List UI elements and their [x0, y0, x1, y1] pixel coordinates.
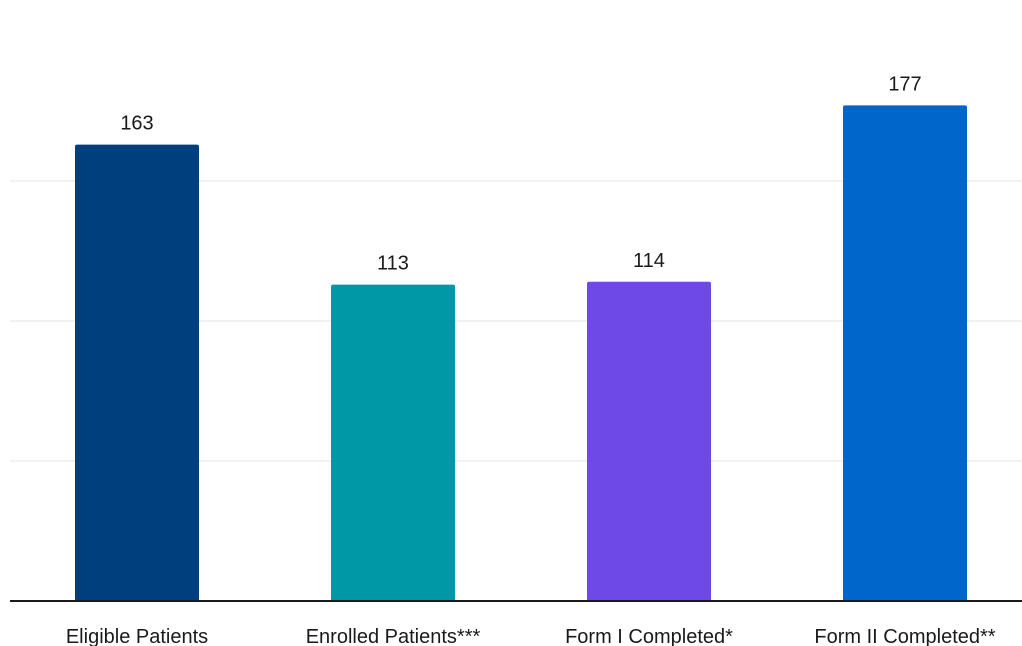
bars	[75, 105, 967, 602]
value-label-form-ii-completed: 177	[888, 73, 921, 95]
value-label-form-i-completed: 114	[633, 250, 665, 272]
category-labels: Eligible Patients Enrolled Patients*** For…	[66, 626, 996, 646]
category-label-enrolled-patients: Enrolled Patients***	[306, 626, 481, 646]
bar-eligible-patients	[75, 144, 199, 601]
value-label-eligible-patients: 163	[120, 113, 153, 135]
category-label-form-i-completed: Form I Completed*	[565, 626, 733, 646]
value-label-enrolled-patients: 113	[377, 253, 409, 275]
category-label-eligible-patients: Eligible Patients	[66, 626, 208, 646]
category-label-form-ii-completed: Form II Completed**	[814, 626, 995, 646]
value-labels: 163 113 114 177	[120, 73, 921, 274]
bar-form-i-completed	[587, 281, 711, 601]
bar-form-ii-completed	[843, 105, 967, 602]
bar-enrolled-patients	[331, 284, 455, 601]
